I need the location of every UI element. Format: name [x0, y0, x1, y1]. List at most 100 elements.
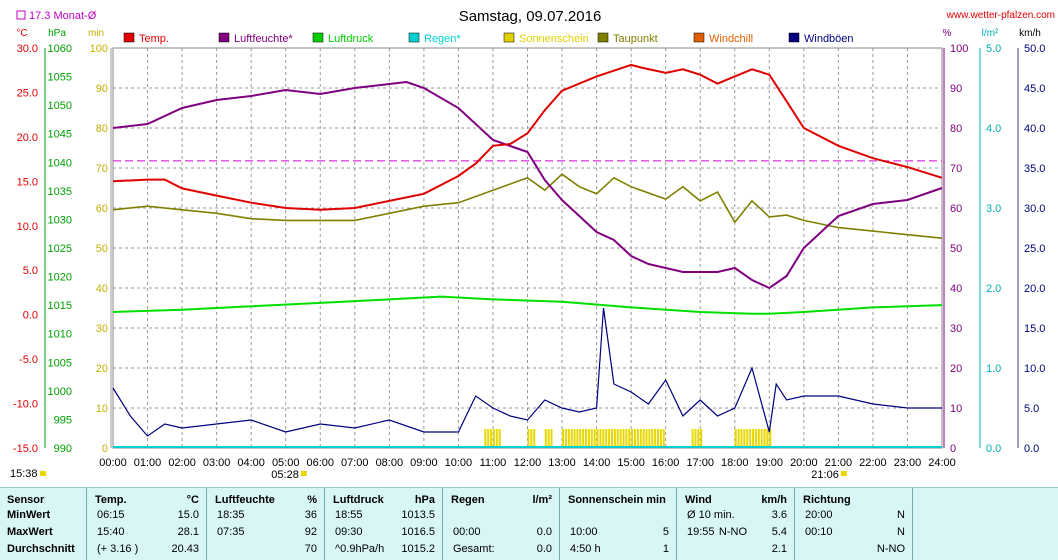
stats-temp-time: 15:40	[97, 526, 125, 538]
wind-tick-label: 40.0	[1024, 123, 1045, 135]
pressure-tick-label: 1005	[48, 357, 72, 369]
sunshine-bar	[697, 429, 700, 447]
wind-tick-label: 30.0	[1024, 203, 1045, 215]
x-tick-label: 04:00	[237, 457, 265, 469]
sunshine-bar	[700, 429, 703, 447]
current-time-label: 15:38	[10, 468, 38, 480]
rain-tick-label: 0.0	[986, 443, 1001, 455]
sunshine-bar	[564, 429, 567, 447]
stats-humidity-unit: %	[307, 494, 317, 506]
stats-table: Sensor MinWert MaxWert Durchschnitt Temp. °C 0…	[0, 487, 1058, 560]
stats-temp-unit: °C	[186, 494, 199, 506]
temp-tick-label: 10.0	[17, 221, 38, 233]
pct-tick-label: 90	[950, 83, 962, 95]
sunshine-bar	[590, 429, 593, 447]
wind-tick-label: 5.0	[1024, 403, 1039, 415]
temp-tick-label: -5.0	[19, 354, 38, 366]
wind-tick-label: 15.0	[1024, 323, 1045, 335]
sunshine-bar	[602, 429, 605, 447]
legend-swatch	[503, 32, 515, 43]
x-tick-label: 03:00	[203, 457, 231, 469]
sunshine-bar	[484, 429, 487, 447]
sunshine-bar	[740, 429, 743, 447]
stats-column	[443, 488, 560, 560]
sunshine-bar	[495, 429, 498, 447]
current-time-marker	[40, 471, 46, 476]
min-tick-label: 20	[96, 363, 108, 375]
x-tick-label: 01:00	[134, 457, 162, 469]
x-tick-label: 08:00	[376, 457, 404, 469]
x-tick-label: 05:00	[272, 457, 300, 469]
pressure-tick-label: 1045	[48, 129, 72, 141]
stats-direction-time: 00:10	[805, 526, 833, 538]
wind-tick-label: 10.0	[1024, 363, 1045, 375]
sunshine-bar	[498, 429, 501, 447]
sunshine-bar	[585, 429, 588, 447]
chart-grid	[112, 47, 943, 449]
pct-tick-label: 100	[950, 43, 968, 55]
y-axes: 30.0 25.0 20.0 15.0 10.0 5.0 0.0 -5.0 -10.0 -15.0…	[13, 43, 1046, 455]
stats-column	[795, 488, 913, 560]
x-tick-label: 00:00	[99, 457, 127, 469]
legend-label: Windchill	[709, 33, 753, 45]
legend-swatch	[597, 32, 609, 43]
sunshine-bar	[757, 429, 760, 447]
stats-temp-value: 15.0	[177, 509, 199, 521]
sunshine-bar	[642, 429, 645, 447]
sunshine-bar	[487, 429, 490, 447]
sunshine-bar	[570, 429, 573, 447]
rain-tick-label: 4.0	[986, 123, 1001, 135]
sunshine-bar	[636, 429, 639, 447]
stats-wind-time: Ø 10 min.	[687, 509, 735, 521]
sunshine-bar	[634, 429, 637, 447]
x-tick-label: 13:00	[548, 457, 576, 469]
sunshine-bar	[492, 429, 495, 447]
pressure-tick-label: 995	[54, 414, 72, 426]
temp-tick-label: 25.0	[17, 87, 38, 99]
series-humidity-line	[112, 80, 943, 290]
wind-tick-label: 0.0	[1024, 443, 1039, 455]
sunshine-bar	[605, 429, 608, 447]
legend-swatch	[408, 32, 420, 43]
sunshine-bar	[631, 429, 634, 447]
stats-temp-time: 06:15	[97, 509, 125, 521]
stats-direction-value: N	[897, 509, 905, 521]
pct-tick-label: 10	[950, 403, 962, 415]
monthly-avg-marker	[16, 10, 26, 20]
stats-humidity-value: 36	[304, 509, 317, 521]
rain-tick-label: 2.0	[986, 283, 1001, 295]
sunshine-bar	[760, 429, 763, 447]
stats-row-label: MinWert	[7, 509, 51, 521]
stats-sun-header: Sonnenschein min	[568, 494, 666, 506]
stats-pressure-value: 1013.5	[401, 509, 435, 521]
sunshine-bar	[544, 429, 547, 447]
sunshine-bar	[610, 429, 613, 447]
site-credit[interactable]: www.wetter-pfalzen.com	[946, 10, 1055, 21]
pressure-tick-label: 1000	[48, 386, 72, 398]
stats-column	[0, 488, 87, 560]
stats-direction-header: Richtung	[803, 494, 851, 506]
stats-column	[87, 488, 207, 560]
sunrise-marker	[300, 471, 307, 476]
temp-tick-label: 0.0	[23, 310, 38, 322]
pressure-tick-label: 1060	[48, 43, 72, 55]
min-tick-label: 60	[96, 203, 108, 215]
sunset-label: 21:06	[811, 469, 839, 481]
sunshine-bar	[530, 429, 533, 447]
sunshine-bar	[691, 429, 694, 447]
legend-label: Sonnenschein	[519, 33, 589, 45]
sunshine-bar	[619, 429, 622, 447]
legend-label: Regen*	[424, 33, 461, 45]
x-tick-label: 19:00	[756, 457, 784, 469]
stats-rain-header: Regen	[451, 494, 485, 506]
stats-column	[207, 488, 325, 560]
series-windgusts-line	[112, 307, 942, 437]
stats-rain-unit: l/m²	[532, 494, 552, 506]
stats-wind-time: 19:55	[687, 526, 715, 538]
pct-tick-label: 30	[950, 323, 962, 335]
stats-sun-value: 1	[662, 543, 669, 555]
sunshine-bar	[562, 429, 565, 447]
sunshine-bar	[579, 429, 582, 447]
temp-tick-label: 20.0	[17, 132, 38, 144]
pct-tick-label: 40	[950, 283, 962, 295]
